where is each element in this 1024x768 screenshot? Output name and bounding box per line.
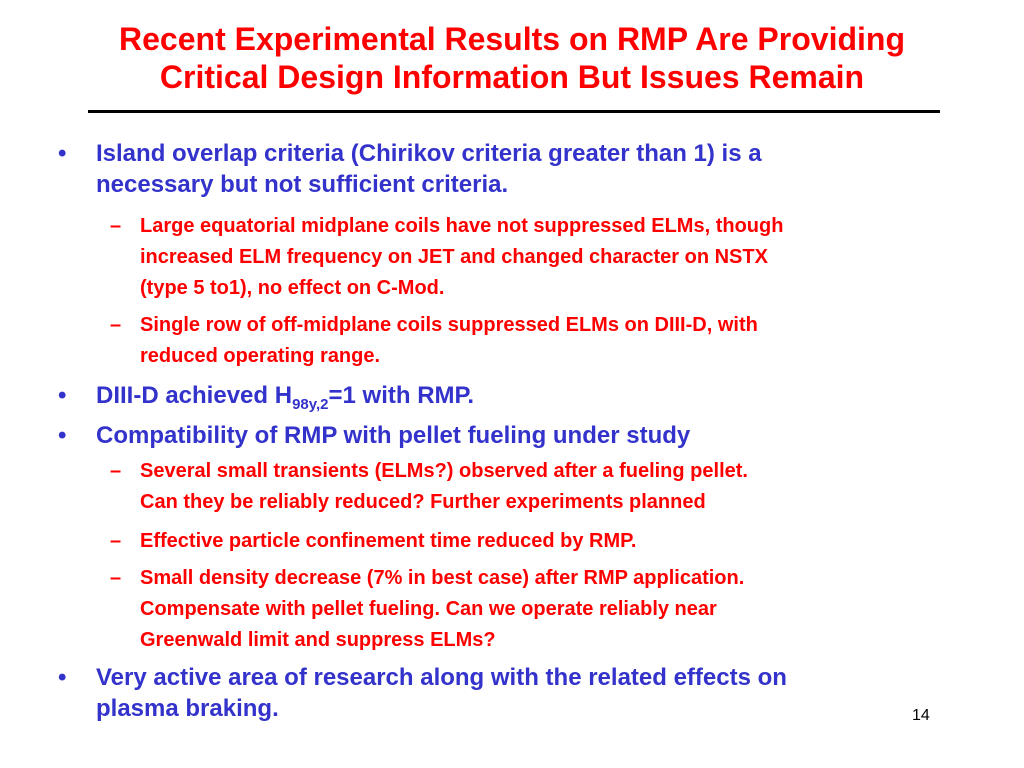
- bullet-compatibility: • Compatibility of RMP with pellet fueli…: [58, 420, 946, 451]
- bullet-line: Very active area of research along with …: [96, 664, 787, 691]
- bullet-island-overlap: • Island overlap criteria (Chirikov crit…: [58, 138, 946, 200]
- bullet-line: DIII-D achieved H98y,2=1 with RMP.: [96, 380, 946, 420]
- page-number: 14: [912, 707, 930, 724]
- sub-bullet-line: Greenwald limit and suppress ELMs?: [140, 629, 496, 651]
- sub-bullet-line: Compensate with pellet fueling. Can we o…: [140, 598, 717, 620]
- dash-marker: –: [110, 314, 122, 336]
- sub-bullet-off-midplane: – Single row of off-midplane coils suppr…: [110, 310, 980, 372]
- title-divider: [88, 110, 940, 113]
- bullet-marker: •: [58, 382, 67, 409]
- sub-bullet-line: Small density decrease (7% in best case)…: [140, 567, 745, 589]
- bullet-line: plasma braking.: [96, 695, 279, 722]
- dash-marker: –: [110, 567, 122, 589]
- title-line-1: Recent Experimental Results on RMP Are P…: [119, 21, 905, 57]
- sub-bullet-line: (type 5 to1), no effect on C-Mod.: [140, 277, 445, 299]
- dash-marker: –: [110, 215, 122, 237]
- bullet-diii-d-achieved: • DIII-D achieved H98y,2=1 with RMP.: [58, 380, 946, 420]
- title-line-2: Critical Design Information But Issues R…: [159, 59, 865, 95]
- bullet-marker: •: [58, 664, 67, 691]
- dash-marker: –: [110, 530, 122, 552]
- sub-bullet-line: reduced operating range.: [140, 345, 381, 367]
- bullet-line: Island overlap criteria (Chirikov criter…: [96, 140, 762, 167]
- sub-bullet-line: Several small transients (ELMs?) observe…: [140, 460, 748, 482]
- sub-bullet-line: Large equatorial midplane coils have not…: [140, 215, 784, 237]
- sub-bullet-line: increased ELM frequency on JET and chang…: [140, 246, 768, 268]
- bullet-active-research: • Very active area of research along wit…: [58, 662, 946, 724]
- bullet-line: necessary but not sufficient criteria.: [96, 171, 509, 198]
- bullet-marker: •: [58, 422, 67, 449]
- subscript-98y2: 98y,2: [292, 395, 329, 413]
- sub-bullet-density-decrease: – Small density decrease (7% in best cas…: [110, 563, 980, 656]
- bullet-marker: •: [58, 140, 67, 167]
- sub-bullet-line: Can they be reliably reduced? Further ex…: [140, 491, 706, 513]
- sub-bullet-small-transients: – Several small transients (ELMs?) obser…: [110, 456, 980, 518]
- sub-bullet-particle-confinement: – Effective particle confinement time re…: [110, 526, 980, 557]
- bullet-line: Compatibility of RMP with pellet fueling…: [96, 422, 691, 449]
- sub-bullet-line: Single row of off-midplane coils suppres…: [140, 314, 758, 336]
- sub-bullet-equatorial-coils: – Large equatorial midplane coils have n…: [110, 211, 980, 304]
- dash-marker: –: [110, 460, 122, 482]
- sub-bullet-line: Effective particle confinement time redu…: [140, 530, 637, 552]
- slide-title: Recent Experimental Results on RMP Are P…: [62, 20, 962, 96]
- bullet-text-before: DIII-D achieved H: [96, 382, 293, 409]
- bullet-text-after: =1 with RMP.: [328, 382, 475, 409]
